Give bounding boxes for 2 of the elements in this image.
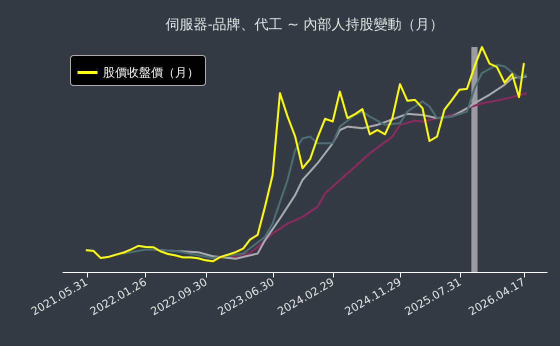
chart-title: 伺服器-品牌、代工 ~ 內部人持股變動（月） (166, 17, 444, 33)
legend-label: 股價收盤價（月） (103, 66, 199, 80)
